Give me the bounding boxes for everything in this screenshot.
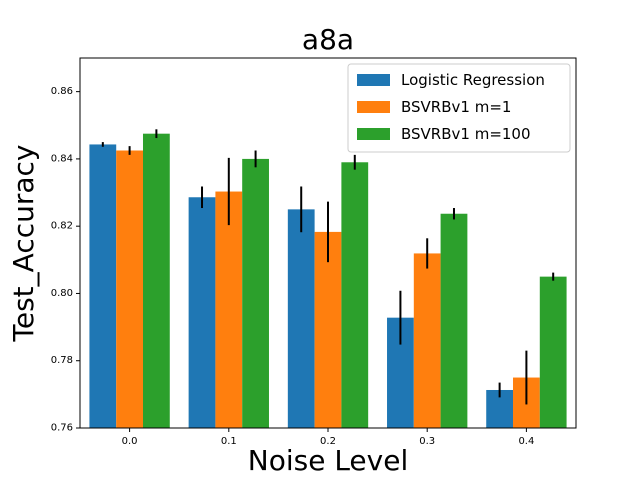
bar-series-1-0.2: [287, 209, 315, 428]
x-tick-label: 0.3: [419, 436, 435, 447]
legend-label-series-2: BSVRBv1 m=1: [401, 98, 511, 116]
bar-series-2-0.0: [116, 150, 143, 428]
y-tick-label: 0.76: [51, 423, 73, 434]
y-tick-label: 0.78: [51, 355, 73, 366]
y-axis: 0.76 0.78 0.80 0.82 0.84 0.86: [51, 86, 80, 434]
error-bars-layer: [101, 129, 555, 405]
bar-series-3-0.2: [341, 162, 369, 429]
x-tick-label: 0.1: [221, 436, 237, 447]
bar-series-2-0.3: [413, 253, 441, 428]
y-axis-label: Test_Accuracy: [7, 145, 40, 343]
bar-series-1-0.1: [188, 197, 216, 428]
legend-label-series-3: BSVRBv1 m=100: [401, 125, 531, 143]
bar-series-3-0.1: [242, 158, 269, 428]
x-axis: 0.0 0.1 0.2 0.3 0.4: [122, 428, 534, 447]
legend-swatch-series-2: [357, 101, 390, 113]
bar-series-2-0.2: [314, 231, 342, 428]
legend-box: [347, 63, 571, 153]
bar-series-3-0.3: [440, 213, 468, 428]
chart-title: a8a: [302, 23, 354, 56]
y-tick-label: 0.82: [51, 221, 73, 232]
legend-label-series-1: Logistic Regression: [401, 71, 545, 89]
x-tick-label: 0.0: [122, 436, 138, 447]
bar-series-1-0.0: [89, 144, 117, 429]
legend-swatch-series-1: [357, 74, 390, 86]
bar-series-3-0.0: [142, 133, 170, 428]
y-tick-label: 0.84: [51, 153, 73, 164]
y-tick-label: 0.86: [51, 86, 73, 97]
x-tick-label: 0.4: [518, 436, 534, 447]
bar-series-2-0.1: [215, 191, 243, 428]
bars-layer: [89, 133, 567, 429]
x-tick-label: 0.2: [320, 436, 336, 447]
x-axis-label: Noise Level: [248, 444, 408, 477]
legend: Logistic Regression BSVRBv1 m=1 BSVRBv1 m=…: [347, 63, 571, 153]
y-tick-label: 0.80: [51, 288, 73, 299]
bar-series-3-0.4: [539, 276, 567, 428]
legend-swatch-series-3: [357, 128, 390, 140]
